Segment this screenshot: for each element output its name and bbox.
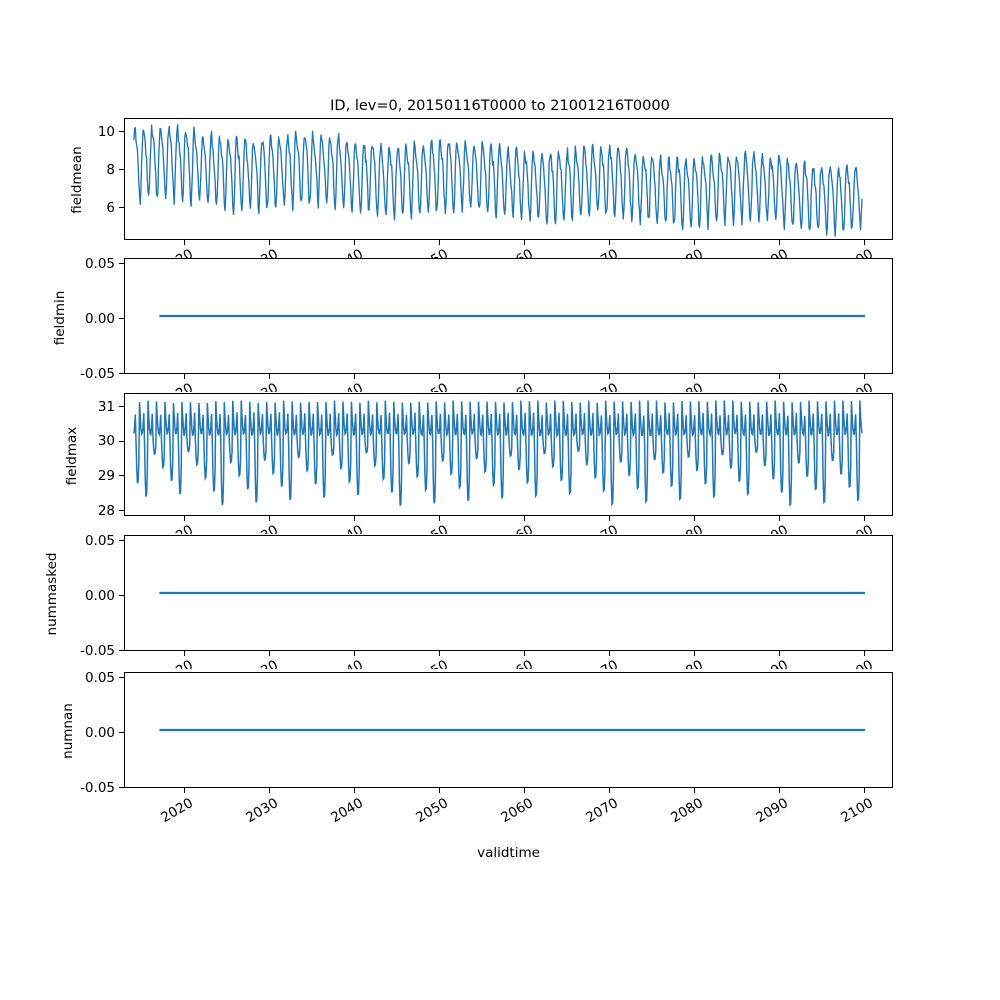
x-tick-mark [609,240,611,245]
x-tick-mark [524,516,526,521]
y-tick-label-fieldmean-8: 8 [106,162,115,178]
subplot-nummasked [124,535,893,651]
nummasked-plot-area [125,536,892,650]
x-tick-mark [524,240,526,245]
y-tick-mark [119,373,124,375]
x-tick-mark [184,240,186,245]
x-tick-mark [439,240,441,245]
x-tick-mark [524,651,526,656]
x-tick-mark [354,374,356,379]
x-tick-mark [439,788,441,793]
y-tick-mark [119,475,124,477]
x-tick-mark [694,516,696,521]
x-tick-mark [269,374,271,379]
x-tick-mark [269,651,271,656]
y-tick-label-fieldmax-29: 29 [97,468,115,484]
x-tick-mark [439,516,441,521]
x-tick-mark [609,374,611,379]
y-tick-label-fieldmin-zero: 0.00 [84,311,115,327]
y-tick-label-fieldmax-28: 28 [97,503,115,519]
y-tick-label-nummasked-neg: -0.05 [80,643,115,659]
y-tick-mark [119,650,124,652]
x-tick-labels-fieldmin: 2020 2030 2040 2050 2060 2070 2080 2090 … [124,380,914,392]
subplot-fieldmean [124,118,893,240]
x-tick-mark [524,788,526,793]
x-tick-mark [694,374,696,379]
y-tick-label-fieldmean-6: 6 [106,200,115,216]
y-tick-mark [119,595,124,597]
subplot-fieldmin [124,258,893,374]
y-tick-mark [119,263,124,265]
x-tick-label: 2020 [124,246,196,258]
x-tick-mark [269,240,271,245]
y-tick-label-numnan-neg: -0.05 [80,780,115,796]
x-tick-mark [779,651,781,656]
x-tick-mark [184,516,186,521]
y-tick-mark [119,510,124,512]
x-tick-label: 2020 [124,522,196,534]
y-tick-mark [119,169,124,171]
y-tick-label-fieldmin-neg: -0.05 [80,366,115,382]
x-tick-mark [184,788,186,793]
x-tick-mark [524,374,526,379]
y-tick-mark [119,787,124,789]
y-tick-label-fieldmin-pos: 0.05 [84,256,115,272]
x-tick-mark [864,651,866,656]
x-tick-mark [439,374,441,379]
x-tick-label: 2020 [124,380,196,392]
x-tick-mark [354,240,356,245]
y-tick-mark [119,677,124,679]
x-tick-mark [609,516,611,521]
x-tick-mark [694,240,696,245]
y-tick-label-nummasked-zero: 0.00 [84,588,115,604]
y-tick-label-fieldmax-31: 31 [97,399,115,415]
x-tick-mark [354,516,356,521]
y-tick-mark [119,207,124,209]
numnan-plot-area [125,673,892,787]
y-tick-label-fieldmax-30: 30 [97,433,115,449]
y-tick-label-numnan-pos: 0.05 [84,670,115,686]
fieldmean-plot-area [125,119,892,239]
x-tick-mark [779,374,781,379]
x-tick-mark [269,516,271,521]
x-tick-labels-nummasked: 2020 2030 2040 2050 2060 2070 2080 2090 … [124,657,914,669]
x-tick-mark [864,240,866,245]
x-tick-mark [184,374,186,379]
x-tick-label: 2020 [124,657,196,669]
y-tick-label-fieldmean-10: 10 [97,124,115,140]
x-tick-mark [779,240,781,245]
y-tick-label-numnan-zero: 0.00 [84,725,115,741]
x-tick-mark [354,788,356,793]
x-tick-mark [779,788,781,793]
subplot-numnan [124,672,893,788]
subplot-fieldmax [124,393,893,516]
y-tick-mark [119,732,124,734]
fieldmax-plot-area [125,394,892,515]
y-tick-mark [119,318,124,320]
x-tick-mark [354,651,356,656]
y-tick-mark [119,131,124,133]
y-tick-mark [119,540,124,542]
x-tick-mark [439,651,441,656]
x-tick-mark [864,516,866,521]
x-tick-labels-fieldmean: 2020 2030 2040 2050 2060 2070 2080 2090 … [124,246,914,258]
x-tick-mark [864,788,866,793]
x-tick-mark [269,788,271,793]
x-tick-labels-bottom: 2020 2030 2040 2050 2060 2070 2080 2090 … [124,795,924,835]
fieldmin-plot-area [125,259,892,373]
x-tick-mark [694,788,696,793]
x-tick-mark [609,788,611,793]
x-axis-label: validtime [477,845,540,861]
x-tick-mark [609,651,611,656]
x-tick-mark [184,651,186,656]
x-tick-labels-fieldmax: 2020 2030 2040 2050 2060 2070 2080 2090 … [124,522,914,534]
x-tick-mark [864,374,866,379]
y-tick-mark [119,441,124,443]
figure-title: ID, lev=0, 20150116T0000 to 21001216T000… [330,98,670,114]
y-tick-mark [119,406,124,408]
y-tick-label-nummasked-pos: 0.05 [84,533,115,549]
x-tick-mark [779,516,781,521]
x-tick-mark [694,651,696,656]
